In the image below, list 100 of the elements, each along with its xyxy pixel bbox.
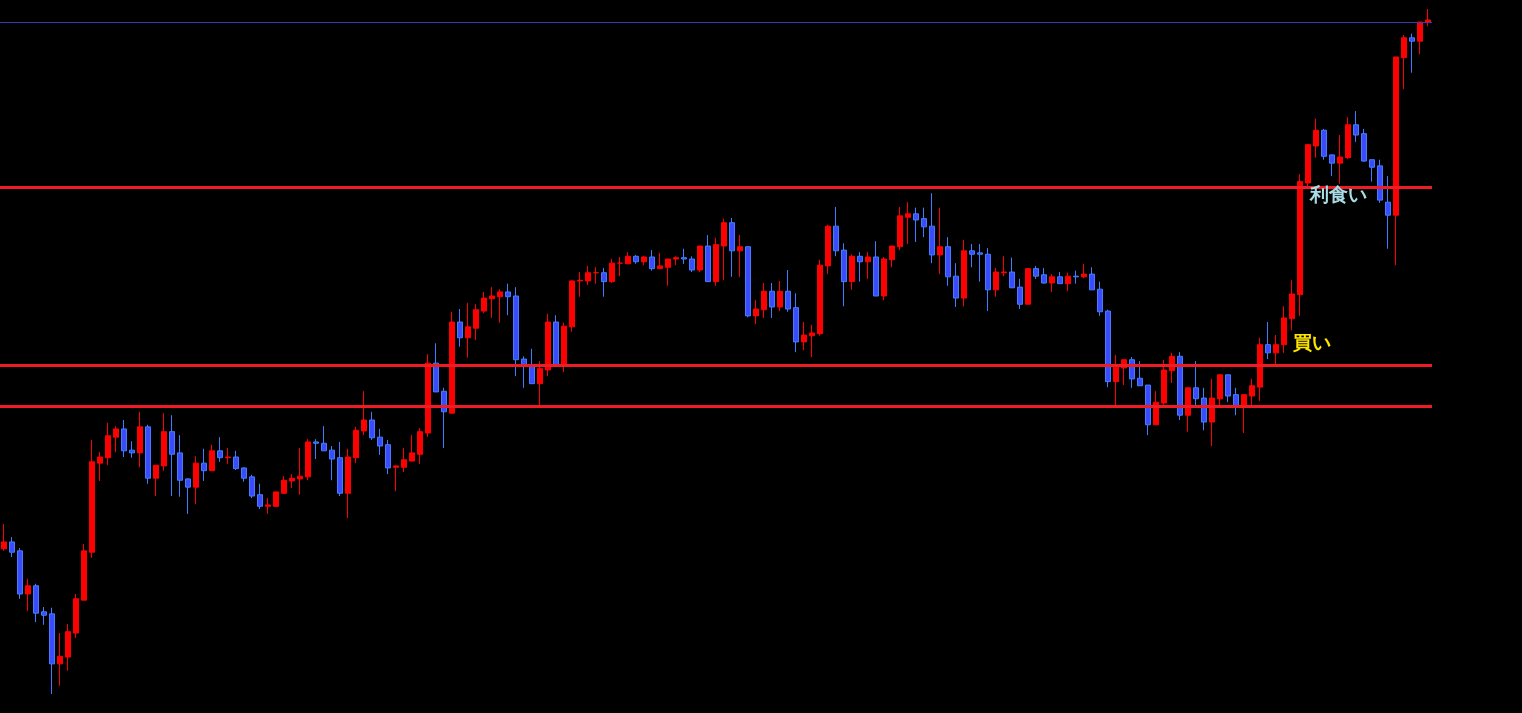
candlestick [1249,378,1255,406]
candlestick [1273,334,1279,366]
candlestick [993,267,999,298]
annotation: 利食い [1309,182,1367,205]
candlestick [1081,263,1087,279]
candlestick [1137,360,1143,387]
candlestick [385,439,391,475]
candlestick [73,593,79,639]
candlestick [985,247,991,312]
candlestick [585,265,591,286]
candlestick [721,218,727,281]
candlestick [1321,128,1327,161]
candlestick [89,439,95,559]
annotation: 買い [1292,330,1331,353]
candlestick [409,434,415,462]
candlestick [1385,175,1391,250]
candlestick [569,279,575,333]
candlestick [145,424,151,485]
candlestick [929,192,935,264]
candlestick [625,251,631,265]
candlestick [633,254,639,265]
candlestick [881,256,887,301]
candlestick [945,236,951,287]
candlestick [545,313,551,377]
candlestick [425,353,431,438]
candlestick [833,206,839,257]
candlestick [153,464,159,497]
candlestick [273,491,279,507]
candlestick [489,286,495,319]
candlestick [1193,360,1199,408]
candlestick [113,425,119,453]
candlestick [1105,309,1111,388]
candlestick [49,607,55,695]
candlestick [249,474,255,499]
candlestick [41,606,47,626]
candlestick [81,543,87,601]
candlestick [1217,374,1223,407]
candlestick [497,288,503,324]
candlestick [1145,384,1151,436]
candlestick [577,271,583,298]
candlestick [1233,387,1239,416]
candlestick [1257,337,1263,402]
candlestick [1281,305,1287,354]
candlestick [1377,159,1383,204]
candlestick [961,239,967,307]
candlestick [713,237,719,287]
candlestick [1361,128,1367,163]
candlestick [793,292,799,353]
candlestick [401,447,407,473]
candlestick [241,466,247,483]
candlestick [873,240,879,297]
candlestick [1305,144,1311,188]
candlestick [1313,118,1319,159]
candlestick [1177,351,1183,421]
candlestick [897,206,903,251]
candlestick [785,269,791,313]
candlestick [361,390,367,436]
candlestick [889,245,895,268]
candlestick [305,438,311,481]
candlestick [209,444,215,472]
candlestick [433,342,439,393]
candlestick [57,632,63,687]
candlestick [161,412,167,472]
candlestick [417,427,423,465]
candlestick [681,248,687,265]
candlestick [777,280,783,312]
candlestick [1001,255,1007,277]
candlestick [1097,281,1103,317]
candlestick [1057,271,1063,285]
candlestick [1,523,7,552]
candlestick [105,422,111,466]
candlestick [921,207,927,238]
candlestick [1049,273,1055,293]
candlestick [217,436,223,463]
candlestick [825,224,831,275]
candlestick [641,255,647,266]
candlestick [313,438,319,460]
candlestick [841,242,847,307]
candlestick [169,414,175,497]
candlestick [1185,387,1191,433]
candlestick [737,234,743,278]
candlestick [505,283,511,316]
candlestick [745,246,751,318]
candlestick [697,245,703,273]
candlestick [337,441,343,497]
candlestick [17,547,23,600]
candlestick [1329,153,1335,177]
candlestick [1209,378,1215,447]
candlestick [1409,33,1415,74]
candlestick [369,411,375,441]
candlestick [465,302,471,359]
candlestick [817,259,823,337]
candlestick [1337,134,1343,185]
candlestick [601,267,607,298]
candlestick [913,207,919,243]
candlestick [1089,266,1095,291]
candlestick [617,256,623,277]
candlestick [1065,272,1071,292]
candlestick [1025,268,1031,305]
candlestick [449,311,455,414]
